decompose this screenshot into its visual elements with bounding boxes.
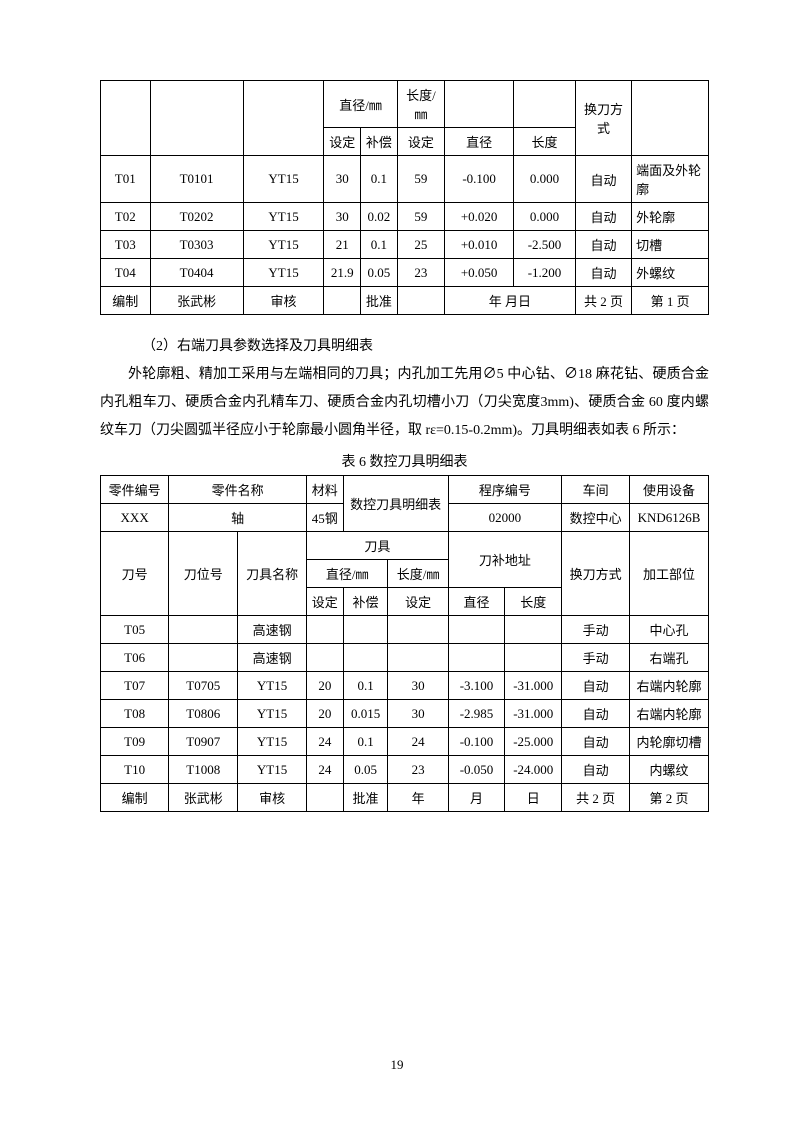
para-line-1: （2）右端刀具参数选择及刀具明细表: [100, 333, 709, 361]
t1-header-comp: 补偿: [361, 128, 398, 156]
t1-header-tool-change: 换刀方式: [575, 81, 631, 156]
t2-h-diacol: 直径: [448, 588, 505, 616]
table-row: T04 T0404 YT15 21.9 0.05 23 +0.050 -1.20…: [101, 259, 709, 287]
t2-h-setting2: 设定: [388, 588, 448, 616]
t2-info-material: 45钢: [306, 504, 343, 532]
paragraph-section: （2）右端刀具参数选择及刀具明细表 外轮廓粗、精加工采用与左端相同的刀具；内孔加…: [100, 333, 709, 445]
table-row: T01 T0101 YT15 30 0.1 59 -0.100 0.000 自动…: [101, 156, 709, 203]
para-line-2: 外轮廓粗、精加工采用与左端相同的刀具；内孔加工先用∅5 中心钻、∅18 麻花钻、…: [100, 361, 709, 445]
t1-header-setting: 设定: [324, 128, 361, 156]
t2-h-compaddr: 刀补地址: [448, 532, 561, 588]
t2-h-machpart: 加工部位: [630, 532, 709, 616]
t2-info-equipment: KND6126B: [630, 504, 709, 532]
t1-header-setting2: 设定: [397, 128, 444, 156]
table-row: T07 T0705 YT15 20 0.1 30 -3.100 -31.000 …: [101, 672, 709, 700]
table-row: T10 T1008 YT15 24 0.05 23 -0.050 -24.000…: [101, 756, 709, 784]
table-footer: 编制 张武彬 审核 批准 年 月日 共 2 页 第 1 页: [101, 287, 709, 315]
t2-h-material: 材料: [306, 476, 343, 504]
table-row: T08 T0806 YT15 20 0.015 30 -2.985 -31.00…: [101, 700, 709, 728]
t2-h-partname: 零件名称: [169, 476, 307, 504]
table-row: T02 T0202 YT15 30 0.02 59 +0.020 0.000 自…: [101, 203, 709, 231]
t2-h-equipment: 使用设备: [630, 476, 709, 504]
t2-h-len: 长度/㎜: [388, 560, 448, 588]
table-row: T05 高速钢 手动 中心孔: [101, 616, 709, 644]
t2-info-progno: 02000: [448, 504, 561, 532]
t2-h-workshop: 车间: [562, 476, 630, 504]
page-number: 19: [0, 1057, 794, 1073]
t2-h-dia: 直径/㎜: [306, 560, 388, 588]
t2-h-title: 数控刀具明细表: [343, 476, 448, 532]
table-1: 直径/㎜ 长度/㎜ 换刀方式 设定 补偿 设定 直径 长度 T01 T0101 …: [100, 80, 709, 315]
t2-h-lencol: 长度: [505, 588, 562, 616]
t2-h-toolpos: 刀位号: [169, 532, 238, 616]
table-2: 零件编号 零件名称 材料 数控刀具明细表 程序编号 车间 使用设备 XXX 轴 …: [100, 475, 709, 812]
t2-h-partno: 零件编号: [101, 476, 169, 504]
table-2-caption: 表 6 数控刀具明细表: [100, 451, 709, 471]
t2-h-comp: 补偿: [343, 588, 388, 616]
t2-h-toolname: 刀具名称: [238, 532, 307, 616]
t2-info-workshop: 数控中心: [562, 504, 630, 532]
t2-info-partno: XXX: [101, 504, 169, 532]
table-row: T03 T0303 YT15 21 0.1 25 +0.010 -2.500 自…: [101, 231, 709, 259]
t1-header-length-mm: 长度/㎜: [397, 81, 444, 128]
t2-h-toolno: 刀号: [101, 532, 169, 616]
t2-h-setting: 设定: [306, 588, 343, 616]
t1-header-len-col: 长度: [514, 128, 576, 156]
table-row: T09 T0907 YT15 24 0.1 24 -0.100 -25.000 …: [101, 728, 709, 756]
t2-h-progno: 程序编号: [448, 476, 561, 504]
table-footer: 编制 张武彬 审核 批准 年 月 日 共 2 页 第 2 页: [101, 784, 709, 812]
table-row: T06 高速钢 手动 右端孔: [101, 644, 709, 672]
t1-header-dia-col: 直径: [445, 128, 514, 156]
t2-h-tool: 刀具: [306, 532, 448, 560]
t1-header-diameter: 直径/㎜: [324, 81, 397, 128]
t2-info-partname: 轴: [169, 504, 307, 532]
t2-h-toolchange: 换刀方式: [562, 532, 630, 616]
